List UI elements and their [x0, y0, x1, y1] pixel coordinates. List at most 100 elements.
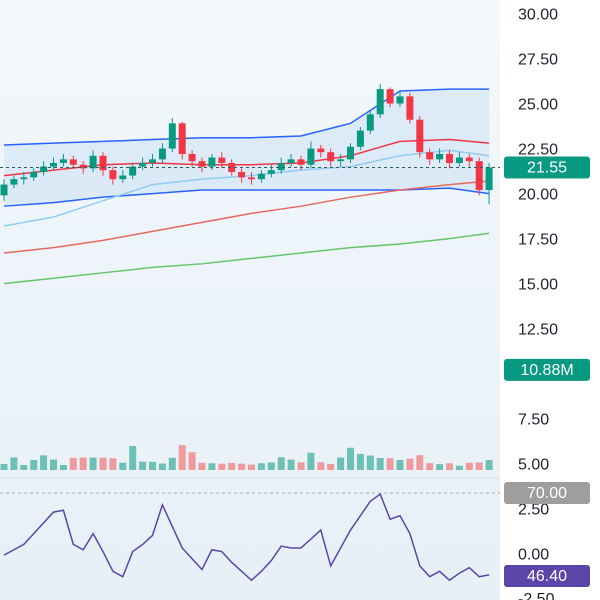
volume-bar — [248, 464, 255, 470]
osc-tick-label: 0.00 — [518, 546, 549, 563]
y-tick-label: 5.00 — [518, 457, 549, 474]
y-tick-label: 30.00 — [518, 7, 558, 24]
volume-bar — [158, 463, 166, 470]
candle-body — [10, 179, 18, 185]
volume-bar — [257, 463, 265, 470]
volume-bar — [109, 458, 117, 470]
volume-bar — [0, 464, 8, 470]
volume-bar — [89, 457, 97, 470]
volume-bar — [129, 445, 137, 470]
candle-body — [485, 167, 493, 190]
candle-body — [218, 157, 226, 163]
volume-bar — [436, 464, 444, 470]
candle-body — [297, 159, 305, 165]
candle-body — [277, 162, 285, 171]
volume-bar — [386, 458, 394, 470]
osc-tick-label: -2.50 — [518, 591, 555, 600]
candle-body — [168, 123, 176, 149]
volume-bar — [406, 458, 414, 470]
volume-bar — [188, 452, 196, 470]
volume-bar — [277, 457, 285, 470]
candle-body — [198, 161, 206, 167]
candle-body — [129, 166, 137, 176]
candle-body — [356, 130, 364, 147]
y-tick-label: 17.50 — [518, 232, 558, 249]
volume-bar — [69, 457, 77, 470]
axis-background — [500, 0, 600, 600]
volume-bar — [40, 455, 48, 470]
candle-body — [0, 184, 8, 196]
candle-body — [257, 173, 265, 180]
candle-body — [446, 153, 453, 163]
candle-body — [158, 148, 166, 160]
volume-bar — [455, 465, 463, 470]
volume-bar — [297, 462, 305, 470]
volume-bar — [376, 457, 384, 470]
volume-bar — [356, 453, 364, 470]
candle-body — [386, 89, 394, 104]
volume-bar — [208, 463, 216, 470]
candle-body — [149, 159, 156, 163]
volume-bar — [347, 447, 354, 470]
volume-bar — [307, 452, 315, 470]
volume-bar — [238, 463, 246, 470]
candle-body — [59, 159, 67, 163]
candle-body — [20, 177, 28, 180]
candle-body — [208, 157, 216, 167]
level-badge: 70.00 — [527, 485, 567, 502]
candle-body — [337, 159, 345, 162]
volume-bar — [99, 457, 107, 470]
candle-body — [40, 166, 48, 172]
y-tick-label: 25.00 — [518, 97, 558, 114]
volume-bar — [149, 461, 156, 470]
candle-body — [267, 170, 275, 174]
candle-body — [30, 171, 38, 178]
candle-body — [178, 123, 186, 154]
candle-body — [406, 96, 414, 120]
y-tick-label: 20.00 — [518, 187, 558, 204]
volume-bar — [139, 461, 147, 470]
indicator-line — [3, 232, 490, 285]
volume-bar — [119, 462, 127, 470]
volume-bar — [327, 464, 335, 470]
candle-body — [366, 114, 374, 131]
volume-bar — [267, 462, 275, 470]
price-badge-bg — [504, 156, 590, 179]
osc-tick-label: 2.50 — [518, 502, 549, 519]
volume-bar — [50, 459, 57, 470]
volume-bar — [475, 462, 483, 470]
volume-bar — [79, 457, 87, 470]
indicator-line — [3, 88, 490, 146]
volume-bar — [59, 465, 67, 470]
y-tick-label: 22.50 — [518, 142, 558, 159]
indicator-line — [3, 180, 490, 254]
volume-bar — [30, 459, 38, 470]
candle-body — [436, 153, 444, 160]
candle-body — [475, 161, 483, 190]
oscillator-line — [3, 492, 490, 582]
volume-bar — [198, 462, 206, 470]
volume-bar — [20, 465, 28, 470]
volume-bar — [337, 457, 345, 470]
candle-body — [89, 155, 97, 169]
candle-body — [50, 162, 57, 167]
y-tick-label: 27.50 — [518, 52, 558, 69]
candle-body — [287, 159, 295, 163]
volume-badge: 10.88M — [520, 362, 573, 379]
candle-body — [248, 177, 255, 180]
candle-body — [426, 152, 434, 160]
candle-body — [139, 162, 147, 167]
volume-bar — [218, 463, 226, 470]
candle-body — [228, 162, 236, 172]
candle-body — [119, 175, 127, 180]
volume-bar — [396, 459, 404, 470]
volume-bar — [426, 463, 434, 470]
volume-badge-bg — [504, 358, 590, 381]
volume-bar — [228, 463, 236, 470]
volume-bar — [485, 459, 493, 470]
volume-bar — [178, 445, 186, 470]
candle-body — [79, 164, 87, 169]
volume-bar — [317, 462, 325, 470]
candle-body — [69, 159, 77, 165]
price-badge: 21.55 — [527, 160, 567, 177]
